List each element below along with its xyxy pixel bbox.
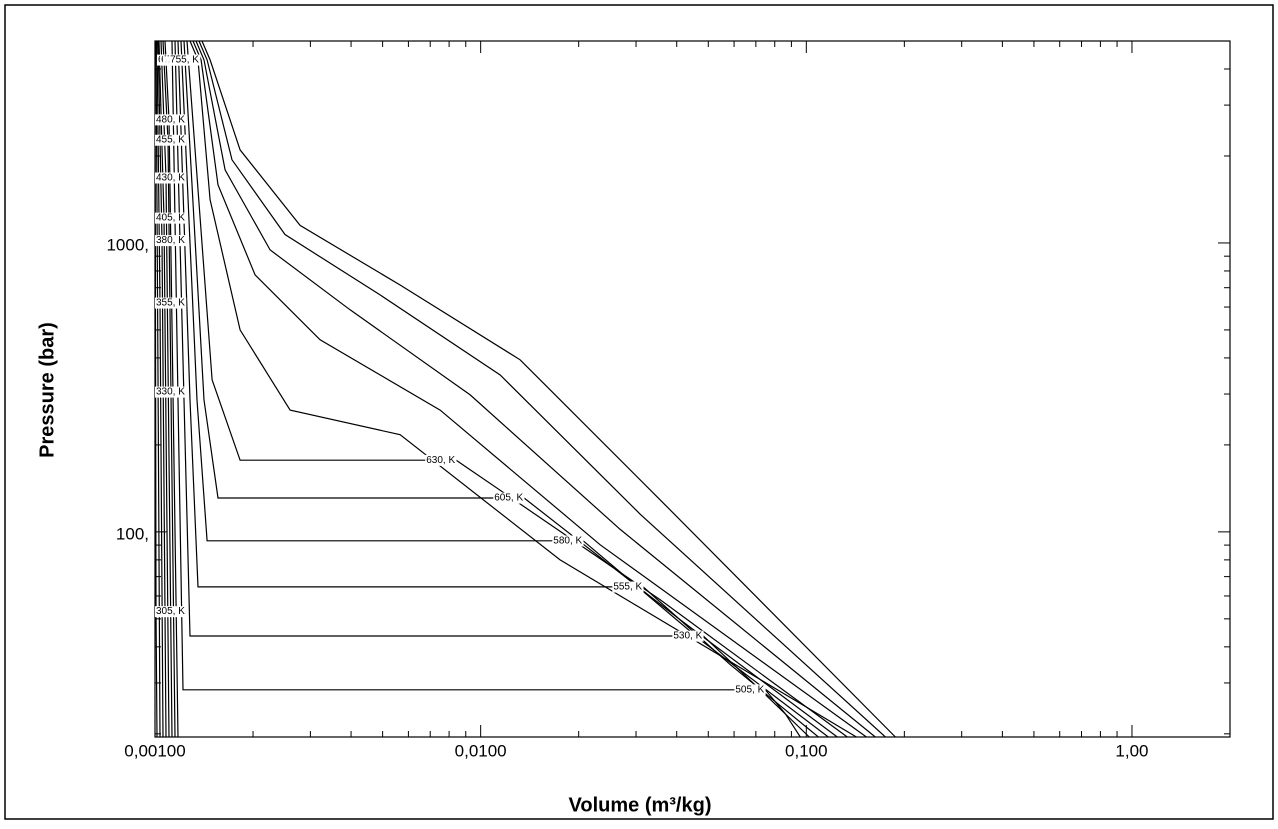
curve-label-bg xyxy=(155,386,187,398)
curve-label-bg xyxy=(155,172,187,184)
x-tick-label: 0,00100 xyxy=(124,741,185,760)
isotherm xyxy=(195,41,876,737)
curve-label-bg xyxy=(155,235,187,247)
isotherm xyxy=(177,41,819,737)
curve-label: 380, K xyxy=(156,235,185,246)
y-tick-label: 1000, xyxy=(106,235,149,254)
y-axis-title: Pressure (bar) xyxy=(36,322,58,458)
curve-label: 480, K xyxy=(156,114,185,125)
isotherm xyxy=(189,41,857,737)
curve-label: 305, K xyxy=(156,606,185,617)
curve-label: 355, K xyxy=(156,298,185,309)
curve-label-bg xyxy=(672,630,704,642)
isotherm xyxy=(201,41,896,737)
curve-labels: 305, K 330, K 355, K 380, K 405, K 430, K 455,… xyxy=(155,54,766,696)
curves xyxy=(155,41,896,737)
isotherm xyxy=(171,41,801,737)
curve-label-bg xyxy=(155,212,187,224)
isotherm xyxy=(192,41,867,737)
curve-label: 330, K xyxy=(156,387,185,398)
curve-label: 455, K xyxy=(156,135,185,146)
curve-label: 630, K xyxy=(426,455,455,466)
isotherm xyxy=(198,41,886,737)
curve-label: 505, K xyxy=(735,684,764,695)
curve-label: 430, K xyxy=(156,172,185,183)
curve-label: 605, K xyxy=(494,493,523,504)
curve-label-bg xyxy=(155,114,187,126)
curve-label-bg xyxy=(425,454,457,466)
x-tick-label: 1,00 xyxy=(1115,741,1148,760)
curve-label: 580, K xyxy=(553,535,582,546)
curve-label: 755, K xyxy=(170,55,199,66)
x-tick-label: 0,100 xyxy=(785,741,828,760)
isotherm xyxy=(186,41,848,737)
curve-label-bg xyxy=(493,492,525,504)
curve-label: 530, K xyxy=(673,631,702,642)
curve-label-bg xyxy=(612,581,644,593)
curve-label: 555, K xyxy=(613,582,642,593)
curve-label-bg xyxy=(155,297,187,309)
curve-label-bg xyxy=(155,134,187,146)
frame xyxy=(4,4,1274,820)
curve-label: 405, K xyxy=(156,213,185,224)
isotherm xyxy=(174,41,810,737)
isotherm xyxy=(183,41,838,737)
curve-label-bg xyxy=(155,606,187,618)
x-axis-title: Volume (m³/kg) xyxy=(569,794,712,816)
curve-label-bg xyxy=(734,684,766,696)
curve-label-bg xyxy=(169,54,201,66)
x-tick-label: 0,0100 xyxy=(455,741,507,760)
y-tick-label: 100, xyxy=(116,524,149,543)
curve-label-bg xyxy=(552,535,584,547)
